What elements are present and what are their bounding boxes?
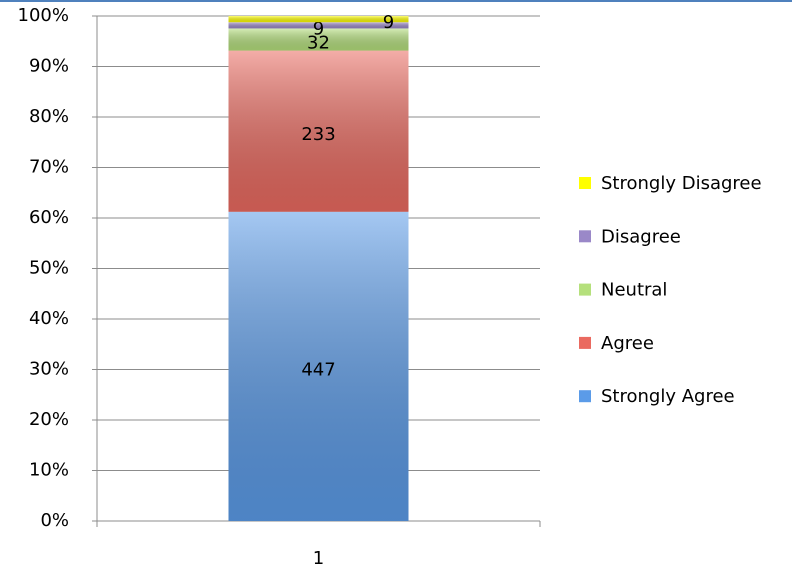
- legend-label: Strongly Agree: [601, 386, 735, 407]
- y-tick-label: 30%: [29, 359, 69, 380]
- y-tick-label: 80%: [29, 106, 69, 127]
- legend-label: Neutral: [601, 280, 667, 301]
- y-tick-label: 60%: [29, 207, 69, 228]
- y-tick-label: 50%: [29, 258, 69, 279]
- legend-swatch: [579, 336, 591, 349]
- bar-segment: [228, 16, 409, 23]
- y-tick-label: 40%: [29, 308, 69, 329]
- legend-swatch: [579, 390, 591, 403]
- data-label: 447: [301, 359, 335, 380]
- legend-swatch: [579, 230, 591, 243]
- legend-label: Disagree: [601, 226, 681, 247]
- y-tick-label: 10%: [29, 460, 69, 481]
- legend-swatch: [579, 177, 591, 189]
- y-tick-label: 0%: [40, 510, 69, 531]
- legend-label: Strongly Disagree: [601, 173, 762, 194]
- y-tick-label: 70%: [29, 157, 69, 178]
- y-tick-label: 90%: [29, 56, 69, 77]
- data-label: 9: [313, 18, 324, 39]
- y-tick-label: 20%: [29, 409, 69, 430]
- data-label: 9: [383, 12, 394, 33]
- legend-label: Agree: [601, 333, 654, 354]
- x-tick-label: 1: [313, 548, 324, 564]
- legend-swatch: [579, 283, 591, 296]
- data-label: 233: [301, 124, 335, 145]
- data-label: 32: [307, 33, 330, 54]
- y-tick-label: 100%: [18, 5, 69, 26]
